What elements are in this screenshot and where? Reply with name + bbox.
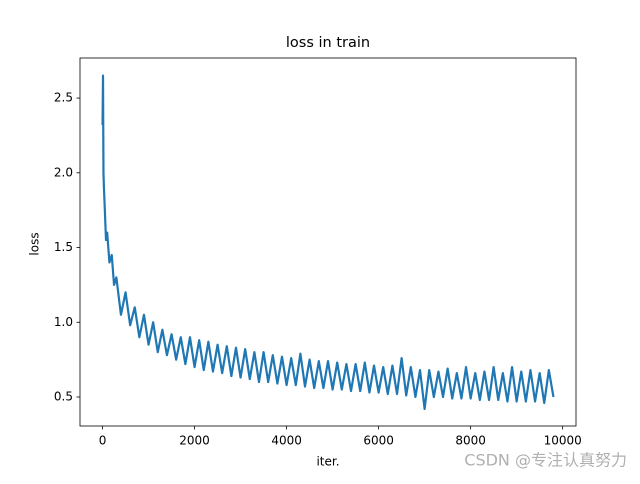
y-tick-label: 1.0 — [54, 315, 73, 329]
x-tick-label: 6000 — [363, 434, 394, 448]
x-tick-label: 8000 — [455, 434, 486, 448]
x-tick-label: 10000 — [544, 434, 582, 448]
x-tick-label: 2000 — [179, 434, 210, 448]
y-tick-label: 1.5 — [54, 240, 73, 254]
x-axis-label: iter. — [316, 455, 339, 469]
watermark: CSDN @专注认真努力 — [464, 451, 627, 470]
plot-frame — [79, 57, 577, 427]
loss-line — [101, 74, 555, 411]
chart-title: loss in train — [286, 35, 370, 51]
y-tick-label: 2.0 — [54, 165, 73, 179]
x-tick-label: 0 — [99, 434, 107, 448]
y-tick-label: 0.5 — [54, 390, 73, 404]
x-tick-label: 4000 — [271, 434, 302, 448]
y-tick-label: 2.5 — [54, 91, 73, 105]
y-axis-label: loss — [28, 232, 42, 255]
